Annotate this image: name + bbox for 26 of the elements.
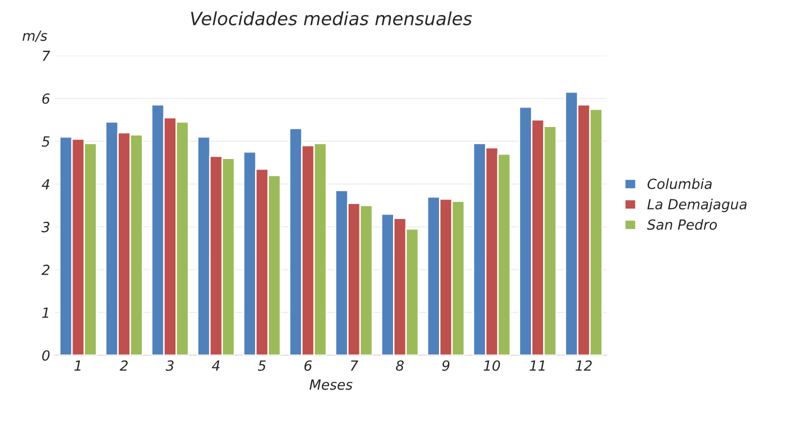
y-tick-label: 2 xyxy=(42,264,50,275)
x-tick-label: 10 xyxy=(484,360,500,371)
legend-label: Columbia xyxy=(648,178,712,190)
x-tick-label: 8 xyxy=(396,360,404,371)
y-axis-title: m/s xyxy=(22,30,48,42)
y-tick-label: 1 xyxy=(42,308,48,318)
x-tick-label: 6 xyxy=(304,360,312,371)
x-tick-label: 7 xyxy=(350,360,358,371)
x-tick-label: 11 xyxy=(530,360,545,371)
x-tick-label: 3 xyxy=(166,360,174,371)
chart-title: Velocidades medias mensuales xyxy=(191,11,472,26)
legend-label: La Demajagua xyxy=(647,198,747,212)
y-tick-label: 7 xyxy=(42,50,50,61)
x-tick-label: 5 xyxy=(258,360,266,371)
y-tick-label: 5 xyxy=(42,136,50,147)
x-tick-label: 12 xyxy=(576,360,592,371)
x-tick-label: 1 xyxy=(74,360,80,371)
x-axis-title: Meses xyxy=(310,380,352,390)
y-tick-label: 3 xyxy=(41,222,50,232)
x-tick-label: 2 xyxy=(120,360,128,371)
y-tick-label: 6 xyxy=(42,93,50,104)
y-tick-label: 0 xyxy=(42,350,50,361)
x-tick-label: 4 xyxy=(212,360,220,371)
x-tick-label: 9 xyxy=(442,360,450,371)
legend-label: San Pedro xyxy=(647,219,717,230)
y-tick-label: 4 xyxy=(42,179,50,190)
